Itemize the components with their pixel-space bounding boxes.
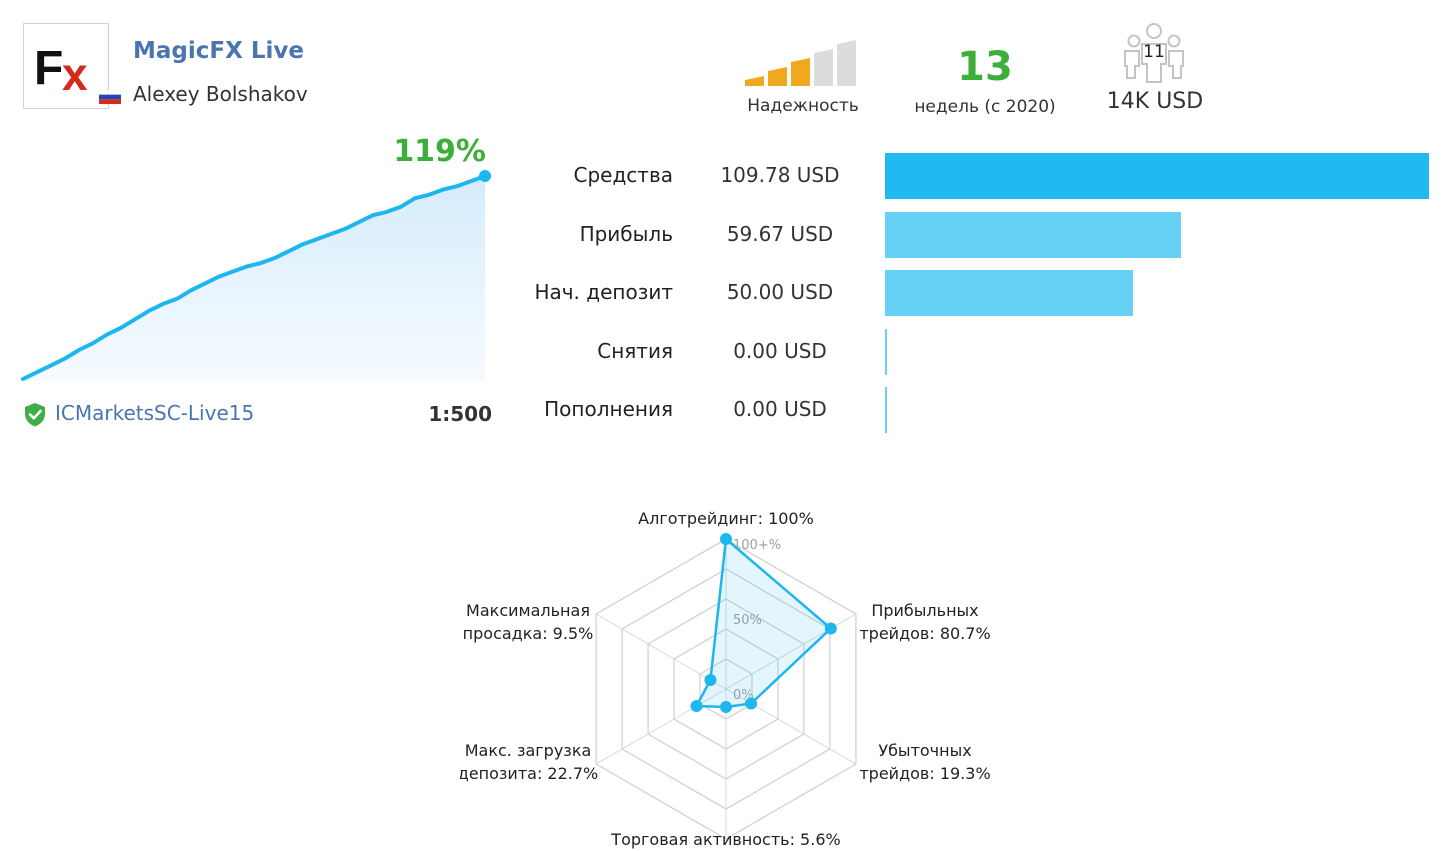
radar-axis-line (595, 688, 727, 765)
stat-bar (885, 270, 1133, 316)
radar-data-point (720, 701, 732, 713)
radar-axis-line (595, 613, 727, 690)
growth-line (21, 174, 487, 381)
stat-bar (885, 153, 1429, 199)
radar-axis-label: Алготрейдинг: 100% (638, 509, 814, 528)
subscribers-count: 11 (1143, 42, 1165, 62)
growth-chart (21, 170, 491, 381)
radar-data-point (690, 700, 703, 713)
radar-data-point (720, 533, 732, 545)
stat-value: 59.67 USD (726, 221, 834, 246)
radar-axis-label: Убыточных трейдов: 19.3% (859, 741, 990, 783)
leverage-value: 1:500 (428, 402, 492, 426)
signal-logo: F x (23, 23, 109, 109)
weeks-value: 13 (957, 44, 1013, 90)
radar-axis-label: Торговая активность: 5.6% (610, 830, 840, 849)
radar-axis-label: Макс. загрузка депозита: 22.7% (460, 741, 598, 783)
radar-axis-label: Прибыльных трейдов: 80.7% (859, 601, 990, 643)
svg-text:x: x (62, 48, 88, 100)
reliability-bar (768, 67, 787, 86)
stat-value: 109.78 USD (720, 163, 840, 187)
weeks-label: недель (с 2020) (914, 97, 1056, 117)
radar-data-point (824, 622, 837, 635)
stat-label: Пополнения (544, 397, 673, 421)
growth-endpoint (479, 170, 491, 182)
reliability-bars-icon (745, 40, 861, 86)
stat-bar (885, 328, 887, 375)
growth-percent: 119% (393, 134, 486, 169)
stat-value: 0.00 USD (733, 338, 827, 363)
signal-title-link[interactable]: MagicFX Live (133, 38, 304, 64)
author-name: Alexey Bolshakov (133, 82, 308, 106)
stat-bar (885, 387, 887, 433)
reliability-bar (791, 58, 810, 86)
radar-data-point (745, 697, 758, 710)
reliability-bar (745, 76, 764, 86)
radar-tick-label: 100+% (733, 538, 781, 553)
radar-tick-label: 50% (733, 613, 762, 628)
growth-area (23, 176, 485, 381)
stat-label: Средства (573, 163, 673, 187)
subscribers-icon (1122, 22, 1186, 84)
russia-flag-icon (98, 89, 122, 104)
stat-label: Нач. депозит (534, 280, 673, 304)
stat-label: Снятия (597, 338, 673, 363)
radar-data-point (704, 674, 717, 686)
reliability-bar (814, 49, 833, 86)
stat-value: 50.00 USD (726, 280, 834, 304)
stat-bar (885, 211, 1181, 258)
radar-data-area (695, 537, 833, 709)
shield-check-icon (24, 402, 46, 427)
svg-text:F: F (34, 42, 63, 95)
reliability-label: Надежность (747, 96, 859, 116)
stat-label: Прибыль (579, 221, 673, 246)
radar-chart: 0%50%100+%Алготрейдинг: 100%Прибыльныхтр… (460, 509, 991, 849)
reliability-bar (837, 40, 856, 86)
radar-axis-label: Максимальная просадка: 9.5% (463, 601, 594, 643)
stat-value: 0.00 USD (733, 397, 827, 421)
subscriber-funds: 14K USD (1106, 89, 1204, 114)
broker-server-link[interactable]: ICMarketsSC-Live15 (55, 401, 255, 425)
